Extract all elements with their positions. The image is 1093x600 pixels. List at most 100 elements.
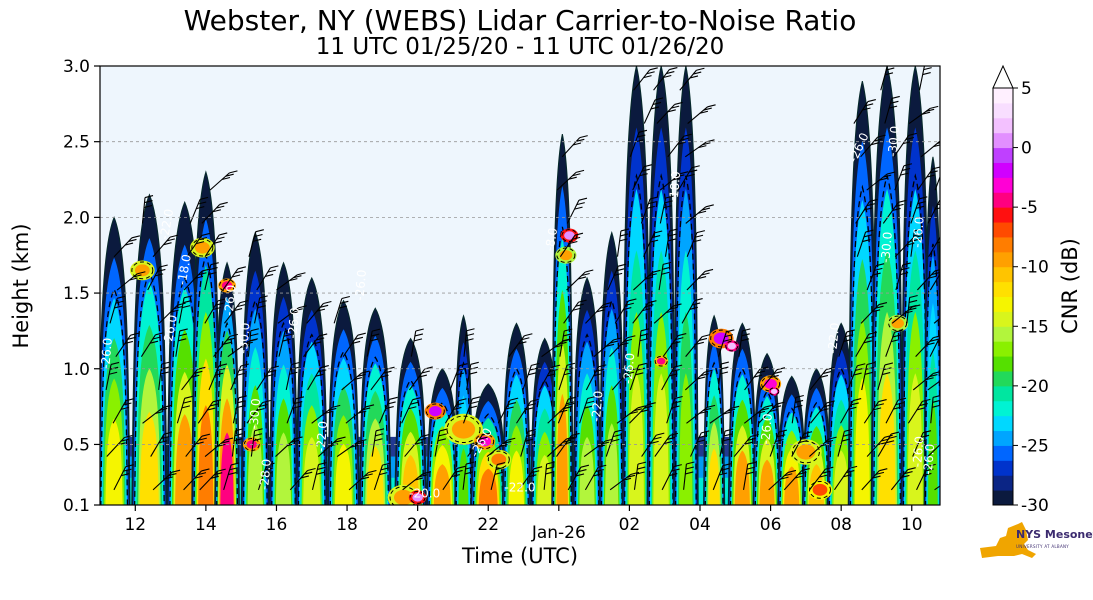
wind-barb-flag	[236, 372, 246, 376]
plume	[900, 66, 930, 505]
wind-barb-flag	[164, 476, 173, 480]
wind-barb-flag	[575, 473, 585, 477]
wind-barb-flag	[238, 395, 247, 399]
wind-barb-flag	[209, 267, 218, 271]
wind-barb-flag	[704, 369, 713, 373]
wind-barb-flag	[257, 305, 266, 309]
wind-barb-flag	[214, 472, 223, 476]
colorbar-segment	[993, 132, 1013, 149]
wind-barb-flag	[198, 272, 207, 276]
wind-barb-flag	[123, 468, 132, 472]
hotspot-core	[194, 241, 210, 254]
wind-barb-flag	[744, 441, 753, 445]
contour-label: -30.0	[247, 398, 264, 430]
wind-barb-flag	[640, 328, 650, 332]
wind-barb-shaft	[223, 464, 232, 491]
wind-barb-flag	[640, 409, 649, 413]
wind-barb-flag	[702, 407, 712, 411]
wind-barb-flag	[562, 338, 571, 342]
wind-barb-flag	[469, 371, 478, 375]
wind-barb-flag	[909, 294, 918, 299]
wind-barb-flag	[240, 300, 249, 304]
plume-contour	[329, 350, 358, 505]
wind-barb-shaft	[175, 330, 181, 357]
hotspot-contour	[561, 229, 578, 243]
wind-barb-flag	[577, 276, 587, 280]
wind-barb-flag	[666, 71, 675, 75]
wind-barb-flag	[864, 207, 873, 211]
wind-barb-flag	[885, 440, 895, 444]
wind-barb-flag	[375, 433, 384, 437]
wind-barb-flag	[323, 300, 332, 305]
wind-barb-flag	[846, 329, 855, 333]
wind-barb-flag	[750, 433, 759, 438]
wind-barb-flag	[465, 461, 475, 465]
wind-barb-flag	[596, 444, 606, 448]
wind-barb-shaft	[278, 331, 286, 357]
wind-barb-shaft	[579, 398, 589, 424]
wind-barb-flag	[650, 106, 660, 110]
wind-barb-flag	[250, 328, 259, 332]
wind-barb-flag	[699, 410, 708, 415]
wind-barb-flag	[671, 405, 680, 409]
hotspot-contour	[769, 387, 780, 396]
wind-barb-flag	[890, 100, 899, 104]
wind-barb-flag	[234, 433, 243, 437]
contour-label: -26.0	[352, 269, 369, 301]
wind-barb-flag	[918, 439, 928, 443]
wind-barb-flag	[630, 471, 640, 475]
wind-barb-flag	[614, 272, 623, 276]
wind-barb-flag	[934, 269, 940, 272]
wind-barb-flag	[564, 405, 573, 409]
wind-barb-flag	[891, 431, 900, 435]
wind-barb-flag	[531, 470, 540, 474]
wind-barb-flag	[825, 367, 835, 371]
wind-barb-flag	[637, 405, 647, 409]
wind-barb-flag	[137, 271, 146, 275]
wind-barb-flag	[458, 398, 467, 402]
wind-barb-flag	[941, 173, 949, 175]
colorbar-segment	[993, 88, 1013, 104]
colorbar-segment	[993, 251, 1013, 268]
plume-contour	[100, 287, 129, 505]
wind-barb-shaft	[247, 330, 252, 357]
wind-barb-flag	[926, 342, 935, 346]
wind-barb-flag	[372, 328, 381, 332]
wind-barb-flag	[479, 436, 488, 440]
wind-barb-flag	[217, 468, 226, 472]
plume-contour	[532, 378, 558, 505]
wind-barb-flag	[197, 472, 207, 476]
wind-barb-flag	[680, 137, 689, 141]
wind-barb-flag	[668, 233, 677, 237]
wind-barb-flag	[899, 272, 909, 276]
wind-barb-flag	[669, 67, 678, 71]
wind-barb-flag	[408, 406, 417, 410]
wind-barb-shaft	[718, 331, 727, 357]
wind-barb-flag	[470, 361, 479, 365]
wind-barb-flag	[863, 234, 873, 238]
wind-barb-flag	[201, 232, 210, 236]
wind-barb-shaft	[522, 365, 532, 391]
wind-barb-flag	[693, 239, 702, 243]
wind-barb-flag	[412, 397, 421, 401]
wind-barb-flag	[530, 398, 539, 402]
wind-barb-flag	[886, 171, 896, 175]
plume	[870, 66, 904, 505]
wind-barb-flag	[932, 399, 940, 403]
wind-barb-flag	[747, 461, 756, 465]
wind-barb-flag	[183, 295, 193, 299]
wind-barb-flag	[125, 464, 134, 468]
wind-barb-flag	[722, 438, 732, 442]
wind-barb-flag	[823, 404, 832, 408]
wind-barb-flag	[879, 468, 888, 472]
wind-barb-flag	[685, 466, 694, 470]
wind-barb-flag	[756, 370, 766, 374]
wind-barb-flag	[124, 340, 134, 344]
hotspot-core	[564, 231, 575, 240]
wind-barb-flag	[612, 434, 622, 438]
wind-barb-flag	[168, 473, 177, 477]
wind-barb-flag	[595, 368, 605, 372]
wind-barb-flag	[318, 369, 327, 373]
wind-barb-flag	[669, 473, 678, 477]
wind-barb-flag	[219, 232, 228, 236]
